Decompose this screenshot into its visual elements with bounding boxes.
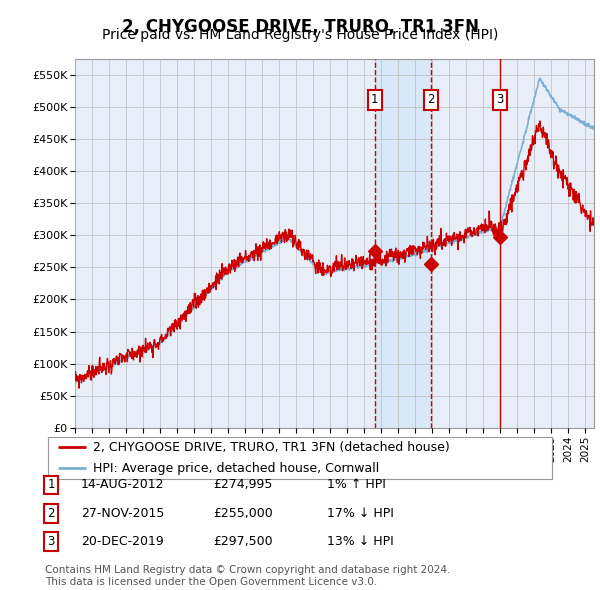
Text: 1: 1 bbox=[371, 93, 379, 106]
Text: 3: 3 bbox=[47, 535, 55, 548]
Text: 17% ↓ HPI: 17% ↓ HPI bbox=[327, 507, 394, 520]
Text: 1: 1 bbox=[47, 478, 55, 491]
Text: 2, CHYGOOSE DRIVE, TRURO, TR1 3FN (detached house): 2, CHYGOOSE DRIVE, TRURO, TR1 3FN (detac… bbox=[94, 441, 450, 454]
Text: 2, CHYGOOSE DRIVE, TRURO, TR1 3FN: 2, CHYGOOSE DRIVE, TRURO, TR1 3FN bbox=[121, 18, 479, 36]
Text: 1% ↑ HPI: 1% ↑ HPI bbox=[327, 478, 386, 491]
Text: £255,000: £255,000 bbox=[213, 507, 273, 520]
Text: £274,995: £274,995 bbox=[213, 478, 272, 491]
Text: 27-NOV-2015: 27-NOV-2015 bbox=[81, 507, 164, 520]
Text: 13% ↓ HPI: 13% ↓ HPI bbox=[327, 535, 394, 548]
Text: 14-AUG-2012: 14-AUG-2012 bbox=[81, 478, 164, 491]
Text: Price paid vs. HM Land Registry's House Price Index (HPI): Price paid vs. HM Land Registry's House … bbox=[102, 28, 498, 42]
Text: 3: 3 bbox=[496, 93, 503, 106]
Text: 2: 2 bbox=[427, 93, 434, 106]
Text: Contains HM Land Registry data © Crown copyright and database right 2024.
This d: Contains HM Land Registry data © Crown c… bbox=[45, 565, 451, 587]
Text: £297,500: £297,500 bbox=[213, 535, 272, 548]
Text: HPI: Average price, detached house, Cornwall: HPI: Average price, detached house, Corn… bbox=[94, 462, 380, 475]
Bar bbox=[375, 59, 431, 428]
Text: 2: 2 bbox=[47, 507, 55, 520]
Text: 20-DEC-2019: 20-DEC-2019 bbox=[81, 535, 164, 548]
